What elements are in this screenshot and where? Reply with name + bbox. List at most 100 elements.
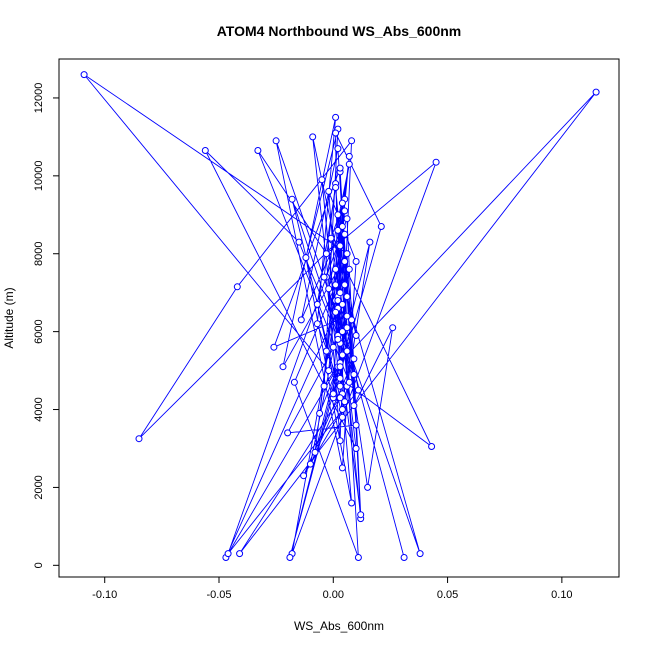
y-tick-label: 2000 bbox=[33, 475, 45, 499]
data-point bbox=[329, 390, 337, 398]
data-point bbox=[320, 382, 328, 390]
data-point bbox=[343, 347, 351, 355]
data-point bbox=[364, 483, 372, 491]
data-point bbox=[345, 378, 353, 386]
data-point bbox=[332, 265, 340, 273]
data-point bbox=[325, 367, 333, 375]
data-point bbox=[300, 472, 308, 480]
y-axis: 0 2000 4000 6000 8000 10000 12000 bbox=[33, 83, 59, 568]
data-point bbox=[309, 133, 317, 141]
data-point bbox=[334, 226, 342, 234]
x-axis-label: WS_Abs_600nm bbox=[294, 619, 384, 633]
data-point bbox=[311, 448, 319, 456]
data-point bbox=[336, 289, 344, 297]
data-point bbox=[336, 164, 344, 172]
data-point bbox=[306, 460, 314, 468]
data-point bbox=[338, 406, 346, 413]
data-point bbox=[341, 281, 349, 289]
data-point bbox=[352, 445, 360, 452]
data-point bbox=[316, 409, 324, 417]
y-tick-label: 10000 bbox=[33, 161, 45, 192]
data-point bbox=[295, 238, 303, 246]
data-point bbox=[400, 554, 408, 561]
data-point bbox=[432, 158, 440, 166]
data-point bbox=[341, 258, 349, 265]
data-point bbox=[352, 421, 360, 429]
data-point bbox=[236, 550, 244, 558]
data-point bbox=[348, 316, 356, 324]
data-point bbox=[345, 160, 353, 168]
data-point bbox=[224, 550, 232, 558]
x-tick-label: -0.10 bbox=[92, 589, 117, 601]
data-point bbox=[428, 443, 436, 450]
data-point bbox=[290, 378, 298, 386]
data-point bbox=[322, 250, 330, 258]
data-point bbox=[286, 554, 294, 561]
data-point bbox=[297, 316, 305, 324]
data-point bbox=[336, 394, 344, 402]
data-point bbox=[270, 343, 278, 351]
data-point bbox=[336, 374, 344, 382]
data-point bbox=[338, 328, 346, 336]
x-tick-label: 0.10 bbox=[551, 589, 572, 601]
data-point bbox=[302, 254, 310, 262]
data-point bbox=[332, 308, 340, 316]
data-point bbox=[352, 332, 360, 339]
data-point bbox=[341, 398, 349, 406]
data-point bbox=[338, 223, 346, 230]
data-point bbox=[332, 113, 340, 121]
data-point bbox=[325, 285, 333, 293]
data-point bbox=[592, 88, 600, 96]
x-tick-label: 0.00 bbox=[323, 589, 344, 601]
data-point bbox=[318, 176, 326, 184]
data-point bbox=[332, 184, 340, 191]
data-point bbox=[350, 371, 358, 378]
plot-frame bbox=[58, 58, 620, 578]
y-axis-label: Altitude (m) bbox=[2, 287, 16, 348]
data-point bbox=[341, 207, 349, 215]
data-point bbox=[343, 324, 351, 332]
data-point bbox=[320, 273, 328, 281]
data-point bbox=[325, 187, 333, 195]
data-point bbox=[338, 199, 346, 207]
data-point bbox=[336, 382, 344, 390]
data-point bbox=[288, 195, 296, 203]
x-tick-label: -0.05 bbox=[206, 589, 231, 601]
data-point bbox=[338, 351, 346, 359]
data-point bbox=[348, 499, 356, 507]
data-point bbox=[343, 312, 351, 320]
data-point bbox=[233, 283, 241, 291]
data-point bbox=[336, 437, 344, 445]
data-point bbox=[332, 281, 340, 289]
data-point bbox=[322, 347, 330, 355]
data-point bbox=[254, 147, 262, 154]
data-point bbox=[80, 71, 88, 79]
data-point bbox=[389, 324, 397, 332]
data-point bbox=[348, 137, 356, 145]
series-layer bbox=[80, 71, 600, 561]
data-point bbox=[350, 355, 358, 363]
y-tick-label: 12000 bbox=[33, 83, 45, 114]
data-point bbox=[345, 152, 353, 160]
data-point bbox=[334, 335, 342, 343]
data-point bbox=[343, 250, 351, 258]
chart-title: ATOM4 Northbound WS_Abs_600nm bbox=[217, 23, 462, 39]
data-point bbox=[272, 137, 280, 145]
data-point bbox=[201, 147, 209, 154]
data-point bbox=[341, 230, 349, 238]
data-point bbox=[327, 234, 335, 242]
data-point bbox=[313, 320, 321, 328]
data-point bbox=[357, 511, 365, 519]
data-point bbox=[377, 223, 385, 230]
data-point bbox=[338, 464, 346, 472]
data-point bbox=[343, 215, 351, 223]
data-point bbox=[354, 386, 362, 394]
data-point bbox=[332, 129, 340, 137]
data-point bbox=[343, 293, 351, 301]
data-point bbox=[336, 242, 344, 250]
data-point bbox=[279, 363, 287, 371]
data-point bbox=[284, 429, 292, 437]
y-tick-label: 0 bbox=[33, 562, 45, 568]
data-point bbox=[345, 265, 353, 273]
